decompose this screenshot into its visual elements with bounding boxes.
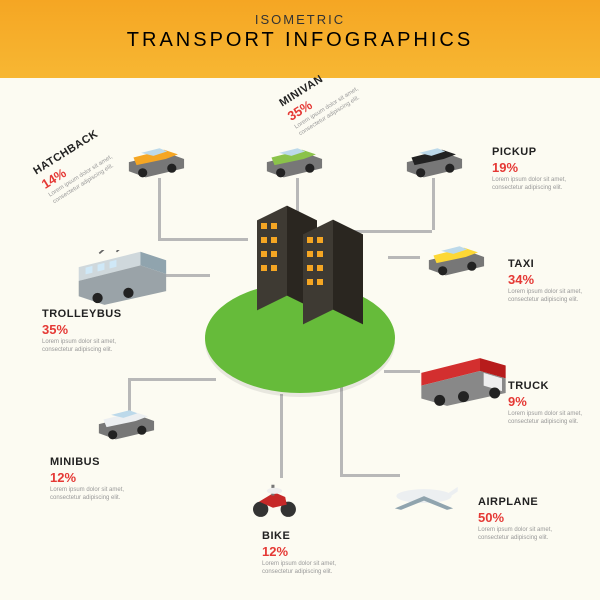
vehicle-name: MINIBUS xyxy=(50,456,140,468)
vehicle-percent: 35% xyxy=(42,322,132,337)
label-pickup: PICKUP 19% Lorem ipsum dolor sit amet, c… xyxy=(492,146,582,193)
connector xyxy=(388,256,420,259)
vehicle-percent: 34% xyxy=(508,272,598,287)
label-trolleybus: TROLLEYBUS 35% Lorem ipsum dolor sit ame… xyxy=(42,308,132,355)
vehicle-taxi xyxy=(418,234,498,280)
title-line-2: TRANSPORT INFOGRAPHICS xyxy=(0,29,600,52)
connector xyxy=(432,178,435,230)
connector xyxy=(128,378,216,381)
lorem-text: Lorem ipsum dolor sit amet, consectetur … xyxy=(508,411,598,427)
vehicle-percent: 50% xyxy=(478,510,568,525)
title-line-1: ISOMETRIC xyxy=(0,12,600,27)
lorem-text: Lorem ipsum dolor sit amet, consectetur … xyxy=(478,527,568,543)
lorem-text: Lorem ipsum dolor sit amet, consectetur … xyxy=(262,561,352,577)
lorem-text: Lorem ipsum dolor sit amet, consectetur … xyxy=(50,487,140,503)
label-hatchback: HATCHBACK 14% Lorem ipsum dolor sit amet… xyxy=(31,119,132,206)
vehicle-bike xyxy=(236,474,316,520)
label-bike: BIKE 12% Lorem ipsum dolor sit amet, con… xyxy=(262,530,352,577)
vehicle-percent: 12% xyxy=(50,470,140,485)
lorem-text: Lorem ipsum dolor sit amet, consectetur … xyxy=(492,177,582,193)
vehicle-trolleybus xyxy=(70,250,180,310)
vehicle-name: TROLLEYBUS xyxy=(42,308,132,320)
ground-ellipse xyxy=(205,283,395,393)
vehicle-minivan xyxy=(256,136,336,182)
vehicle-name: PICKUP xyxy=(492,146,582,158)
label-truck: TRUCK 9% Lorem ipsum dolor sit amet, con… xyxy=(508,380,598,427)
vehicle-name: TRUCK xyxy=(508,380,598,392)
label-taxi: TAXI 34% Lorem ipsum dolor sit amet, con… xyxy=(508,258,598,305)
connector xyxy=(350,230,432,233)
vehicle-pickup xyxy=(396,136,476,182)
lorem-text: Lorem ipsum dolor sit amet, consectetur … xyxy=(508,289,598,305)
connector xyxy=(280,394,283,478)
lorem-text: Lorem ipsum dolor sit amet, consectetur … xyxy=(42,339,132,355)
vehicle-name: AIRPLANE xyxy=(478,496,568,508)
vehicle-name: BIKE xyxy=(262,530,352,542)
label-airplane: AIRPLANE 50% Lorem ipsum dolor sit amet,… xyxy=(478,496,568,543)
vehicle-minibus xyxy=(88,398,168,444)
connector xyxy=(158,178,161,238)
city-hub xyxy=(205,283,395,393)
label-minibus: MINIBUS 12% Lorem ipsum dolor sit amet, … xyxy=(50,456,140,503)
vehicle-percent: 19% xyxy=(492,160,582,175)
vehicle-airplane xyxy=(384,470,464,516)
header: ISOMETRIC TRANSPORT INFOGRAPHICS xyxy=(0,0,600,78)
vehicle-percent: 9% xyxy=(508,394,598,409)
vehicle-percent: 12% xyxy=(262,544,352,559)
infographic-stage: HATCHBACK 14% Lorem ipsum dolor sit amet… xyxy=(0,78,600,600)
vehicle-name: TAXI xyxy=(508,258,598,270)
connector xyxy=(158,238,248,241)
